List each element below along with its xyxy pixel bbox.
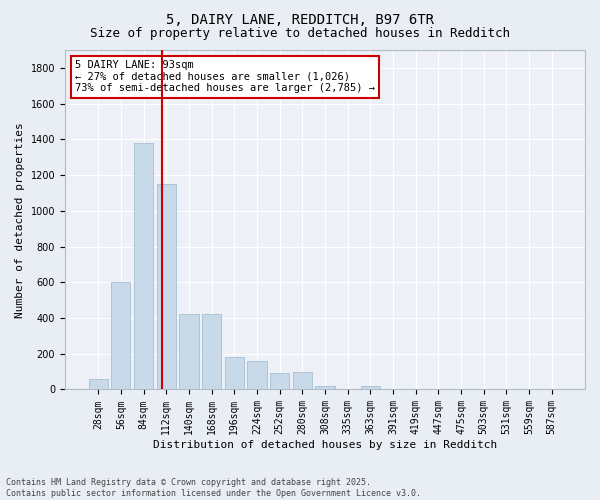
Bar	[202, 314, 221, 390]
Bar	[247, 361, 266, 390]
Text: 5, DAIRY LANE, REDDITCH, B97 6TR: 5, DAIRY LANE, REDDITCH, B97 6TR	[166, 12, 434, 26]
Bar	[89, 379, 108, 390]
Text: 5 DAIRY LANE: 93sqm
← 27% of detached houses are smaller (1,026)
73% of semi-det: 5 DAIRY LANE: 93sqm ← 27% of detached ho…	[76, 60, 376, 94]
Bar	[179, 314, 199, 390]
Bar	[270, 374, 289, 390]
X-axis label: Distribution of detached houses by size in Redditch: Distribution of detached houses by size …	[153, 440, 497, 450]
Bar	[316, 386, 335, 390]
Bar	[134, 143, 153, 390]
Bar	[111, 282, 130, 390]
Y-axis label: Number of detached properties: Number of detached properties	[15, 122, 25, 318]
Text: Size of property relative to detached houses in Redditch: Size of property relative to detached ho…	[90, 28, 510, 40]
Bar	[361, 386, 380, 390]
Bar	[157, 184, 176, 390]
Bar	[224, 358, 244, 390]
Bar	[293, 372, 312, 390]
Text: Contains HM Land Registry data © Crown copyright and database right 2025.
Contai: Contains HM Land Registry data © Crown c…	[6, 478, 421, 498]
